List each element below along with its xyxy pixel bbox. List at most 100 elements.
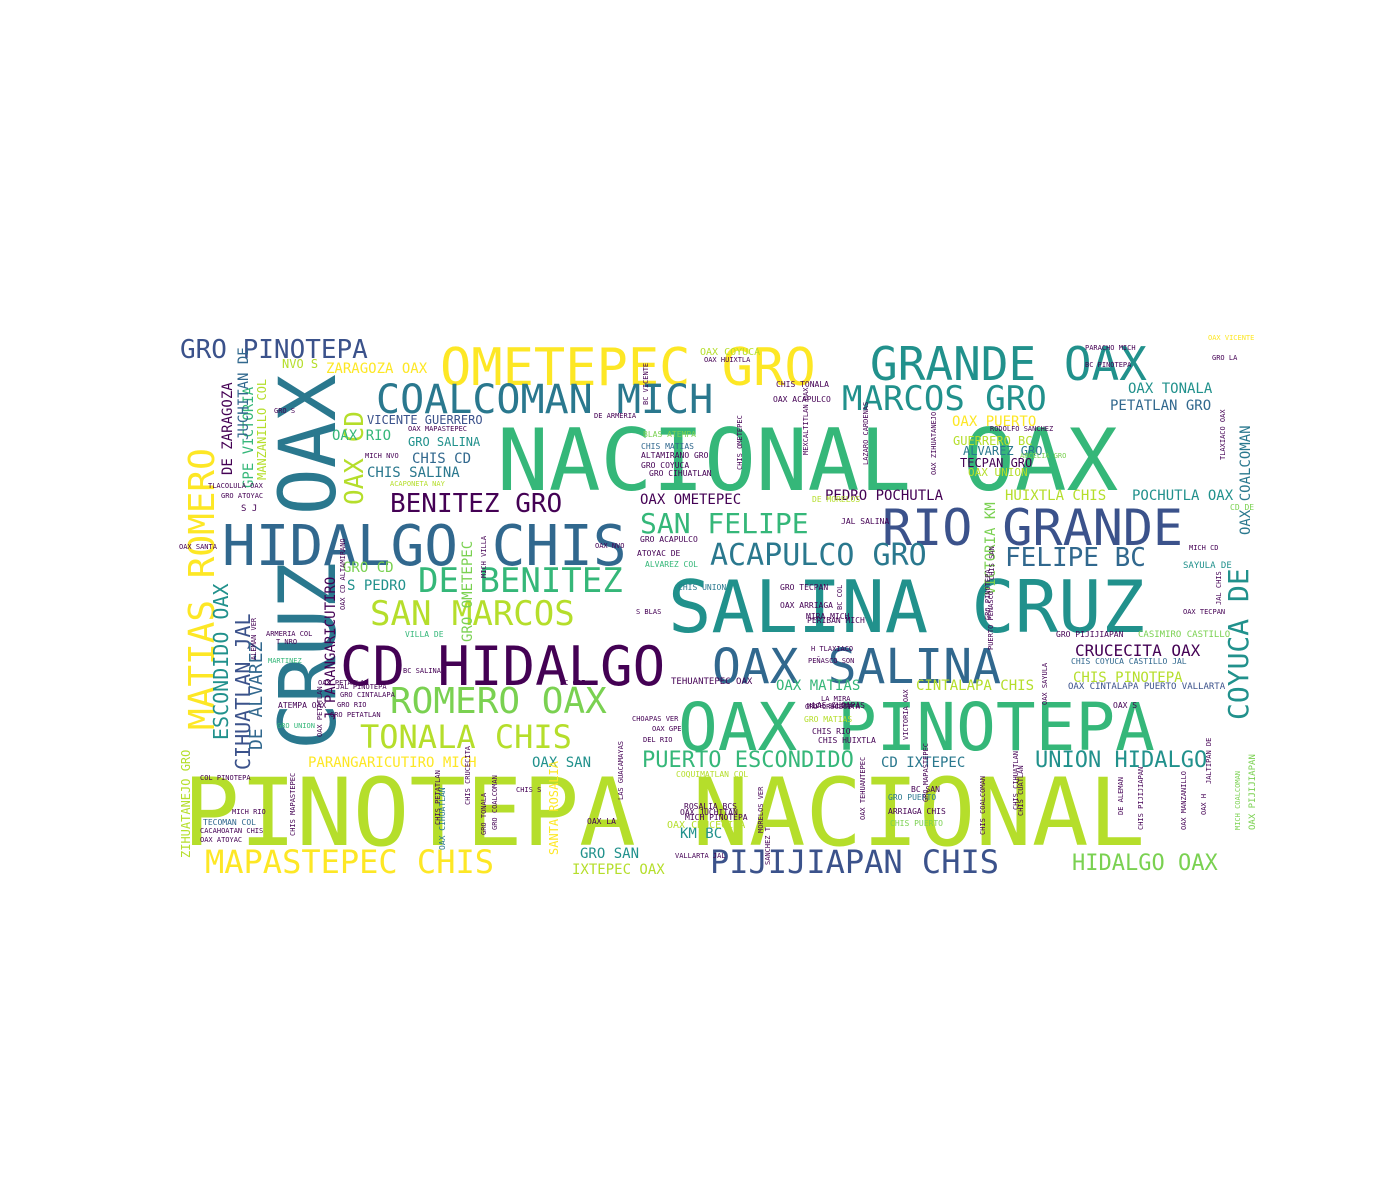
word-rio-grande: RIO GRANDE	[882, 499, 1183, 557]
word-oax-acapulco: OAX ACAPULCO	[773, 395, 831, 404]
word-arcelia-gro: ARCELIA GRO	[1020, 452, 1066, 460]
word-acaponeta-nay: ACAPONETA NAY	[390, 480, 446, 488]
word-cd-de: CD DE	[1230, 503, 1254, 512]
word-periban-mich: PERIBAN MICH	[807, 616, 865, 625]
word-victoria-km: VICTORIA KM	[983, 502, 999, 595]
word-puerto-pen-asco: PUERTO PEÑASCO	[986, 591, 995, 650]
word-cd-hidalgo: CD HIDALGO	[340, 635, 665, 698]
word-gro-tecpan: GRO TECPAN	[780, 583, 828, 592]
word-escondido-oax: ESCONDIDO OAX	[209, 583, 233, 740]
word-oax-nvo: OAX NVO	[595, 542, 625, 550]
word-choapas-ver: CHOAPAS VER	[632, 715, 679, 723]
word-pochutla-oax: POCHUTLA OAX	[1132, 488, 1234, 504]
word-rodolfo-sanchez: RODOLFO SANCHEZ	[990, 425, 1053, 433]
word-gro-petatlan: GRO PETATLAN	[330, 711, 381, 719]
word-mapastepec-chis: MAPASTEPEC CHIS	[205, 843, 494, 881]
word-gro-cihuatlan: GRO CIHUATLAN	[649, 469, 712, 478]
word-oax-coyuca: OAX COYUCA	[700, 347, 760, 358]
word-de-aleman: DE ALEMAN	[1117, 777, 1125, 815]
word-chis-crucecita: CHIS CRUCECITA	[464, 745, 472, 805]
word-oax-huixtla: OAX HUIXTLA	[704, 356, 751, 364]
word-oax-union: OAX UNION	[968, 466, 1028, 479]
word-chis-ometepec: CHIS OMETEPEC	[736, 415, 744, 470]
word-san-felipe: SAN FELIPE	[640, 507, 809, 540]
word-mich-salina: MICH SALINA	[807, 702, 854, 710]
word-oax-juchitan: OAX JUCHITAN	[680, 808, 738, 817]
word-gro-coyuca: GRO COYUCA	[641, 461, 689, 470]
word-gro-cintalapa: GRO CINTALAPA	[340, 691, 396, 699]
word-san-marcos: SAN MARCOS	[370, 594, 575, 634]
word-las-guacamayas: LAS GUACAMAYAS	[617, 741, 625, 800]
word-oax-vicente: OAX VICENTE	[1208, 334, 1254, 342]
word-gro-coalcoman: GRO COALCOMAN	[491, 775, 499, 830]
word-bc-pinotepa: BC PINOTEPA	[1085, 361, 1132, 369]
word-oax-cintalapa-puerto-vallarta: OAX CINTALAPA PUERTO VALLARTA	[1068, 682, 1226, 692]
word-km-bc: KM BC	[680, 826, 722, 842]
word-gpe-victoria: GPE VICTORIA	[241, 386, 257, 488]
word-oax-sayula: OAX SAYULA	[1041, 662, 1049, 705]
word-oax-santa: OAX SANTA	[179, 543, 218, 551]
word-mexcaltitlan-oax: MEXCALTITLAN OAX	[802, 387, 810, 455]
word-coyuca-de: COYUCA DE	[1222, 568, 1255, 720]
word-de-armeria: DE ARMERIA	[594, 412, 637, 420]
word-oax-mapastepec: OAX MAPASTEPEC	[408, 425, 467, 433]
word-benitez-gro: BENITEZ GRO	[390, 489, 562, 519]
word-nacional-oax: NACIONAL OAX	[497, 411, 1118, 511]
word-chis-s: CHIS S	[516, 786, 541, 794]
word-las-choapas: LAS CHOAPAS	[812, 701, 865, 710]
word-parangaricutiro-mich: PARANGARICUTIRO MICH	[308, 755, 477, 771]
word-chis-petatlan: CHIS PETATLAN	[434, 770, 442, 825]
word-crucecita-oax: CRUCECITA OAX	[1075, 641, 1201, 660]
word-vallarta-jal: VALLARTA JAL	[675, 852, 726, 860]
word-felipe-bc: FELIPE BC	[1005, 543, 1146, 573]
word-jal-salina: JAL SALINA	[841, 517, 889, 526]
word-del-rio: DEL RIO	[643, 736, 673, 744]
word-chis-cihuatlan: CHIS CIHUATLAN	[1012, 751, 1020, 810]
word-coalcoman-mich: COALCOMAN MICH	[376, 377, 713, 423]
word-chis-union: CHIS UNION	[678, 583, 726, 592]
word-oax-crucecita: OAX CRUCECITA	[667, 820, 745, 831]
word-gro-la: GRO LA	[1212, 354, 1238, 362]
word-s-blas: S BLAS	[636, 608, 661, 616]
word-oax-petatlan: OAX PETATLAN	[316, 686, 324, 737]
word-pen-asco-son: PEÑASCO SON	[808, 656, 854, 665]
word-oax-tehuantepec: OAX TEHUANTEPEC	[859, 757, 867, 820]
word-chis-pijijiapan: CHIS PIJIJIAPAN	[1137, 767, 1145, 830]
word-chis-coalcoman: CHIS COALCOMAN	[979, 776, 987, 835]
word-huixtla-chis: HUIXTLA CHIS	[1005, 488, 1106, 504]
word-matias-romero: MATIAS ROMERO	[182, 448, 223, 730]
word-oax-tecpan: OAX TECPAN	[1183, 608, 1225, 616]
word-armeria-col: ARMERIA COL	[266, 630, 312, 638]
cloud-background	[180, 335, 1260, 875]
word-mich-villa: MICH VILLA	[480, 535, 488, 578]
word-de-alvarez: DE ALVAREZ	[246, 641, 267, 750]
word-paracho-mich: PARACHO MICH	[1085, 344, 1136, 352]
word-s-j: S J	[241, 504, 257, 514]
word-cruz-oax: CRUZ OAX	[264, 374, 354, 750]
word-tecpan-gro: TECPAN GRO	[960, 456, 1032, 470]
word-gro-acapulco: GRO ACAPULCO	[640, 535, 698, 544]
word-bc-san: BC SAN	[911, 785, 940, 794]
word-chis-tonala: CHIS TONALA	[776, 380, 829, 389]
word-group: PINOTEPA NACIONAL NACIONAL OAX SALINA CRUZ…	[179, 334, 1258, 881]
word-oax-cd-altamirano: OAX CD ALTAMIRANO	[339, 538, 347, 610]
word-s-pedro: S PEDRO	[347, 578, 406, 594]
word-chis-salina: CHIS SALINA	[367, 465, 460, 481]
word-aleman-ver: ALEMAN VER	[250, 617, 258, 660]
word-casimiro-castillo: CASIMIRO CASTILLO	[1138, 630, 1230, 640]
word-chis-pinotepa: CHIS PINOTEPA	[1073, 670, 1183, 686]
word-altamirano-gro: ALTAMIRANO GRO	[641, 451, 709, 460]
word-oax-zihuatanejo: OAX ZIHUATANEJO	[930, 412, 938, 475]
word-bc-col: BC COL	[836, 585, 844, 610]
word-coquimatlan-col: COQUIMATLAN COL	[676, 770, 748, 779]
word-salina-cruz: SALINA CRUZ	[668, 565, 1145, 649]
word-juchitan-de: JUCHITAN DE	[236, 347, 252, 440]
word-nvo-s: NVO S	[282, 357, 318, 371]
word-oax-pinotepa: OAX PINOTEPA	[678, 689, 1155, 766]
word-gro-cd: GRO CD	[343, 560, 394, 576]
word-tlaxiaco-oax: TLAXIACO OAX	[1219, 409, 1227, 460]
word-chis-cuatlan: CHIS CUATLAN	[1017, 765, 1025, 816]
word-gro-crucecita: GRO CRUCECITA	[805, 703, 861, 711]
word-oax-s: OAX S	[1113, 701, 1137, 710]
word-bc-vicente: BC VICENTE	[642, 363, 650, 405]
